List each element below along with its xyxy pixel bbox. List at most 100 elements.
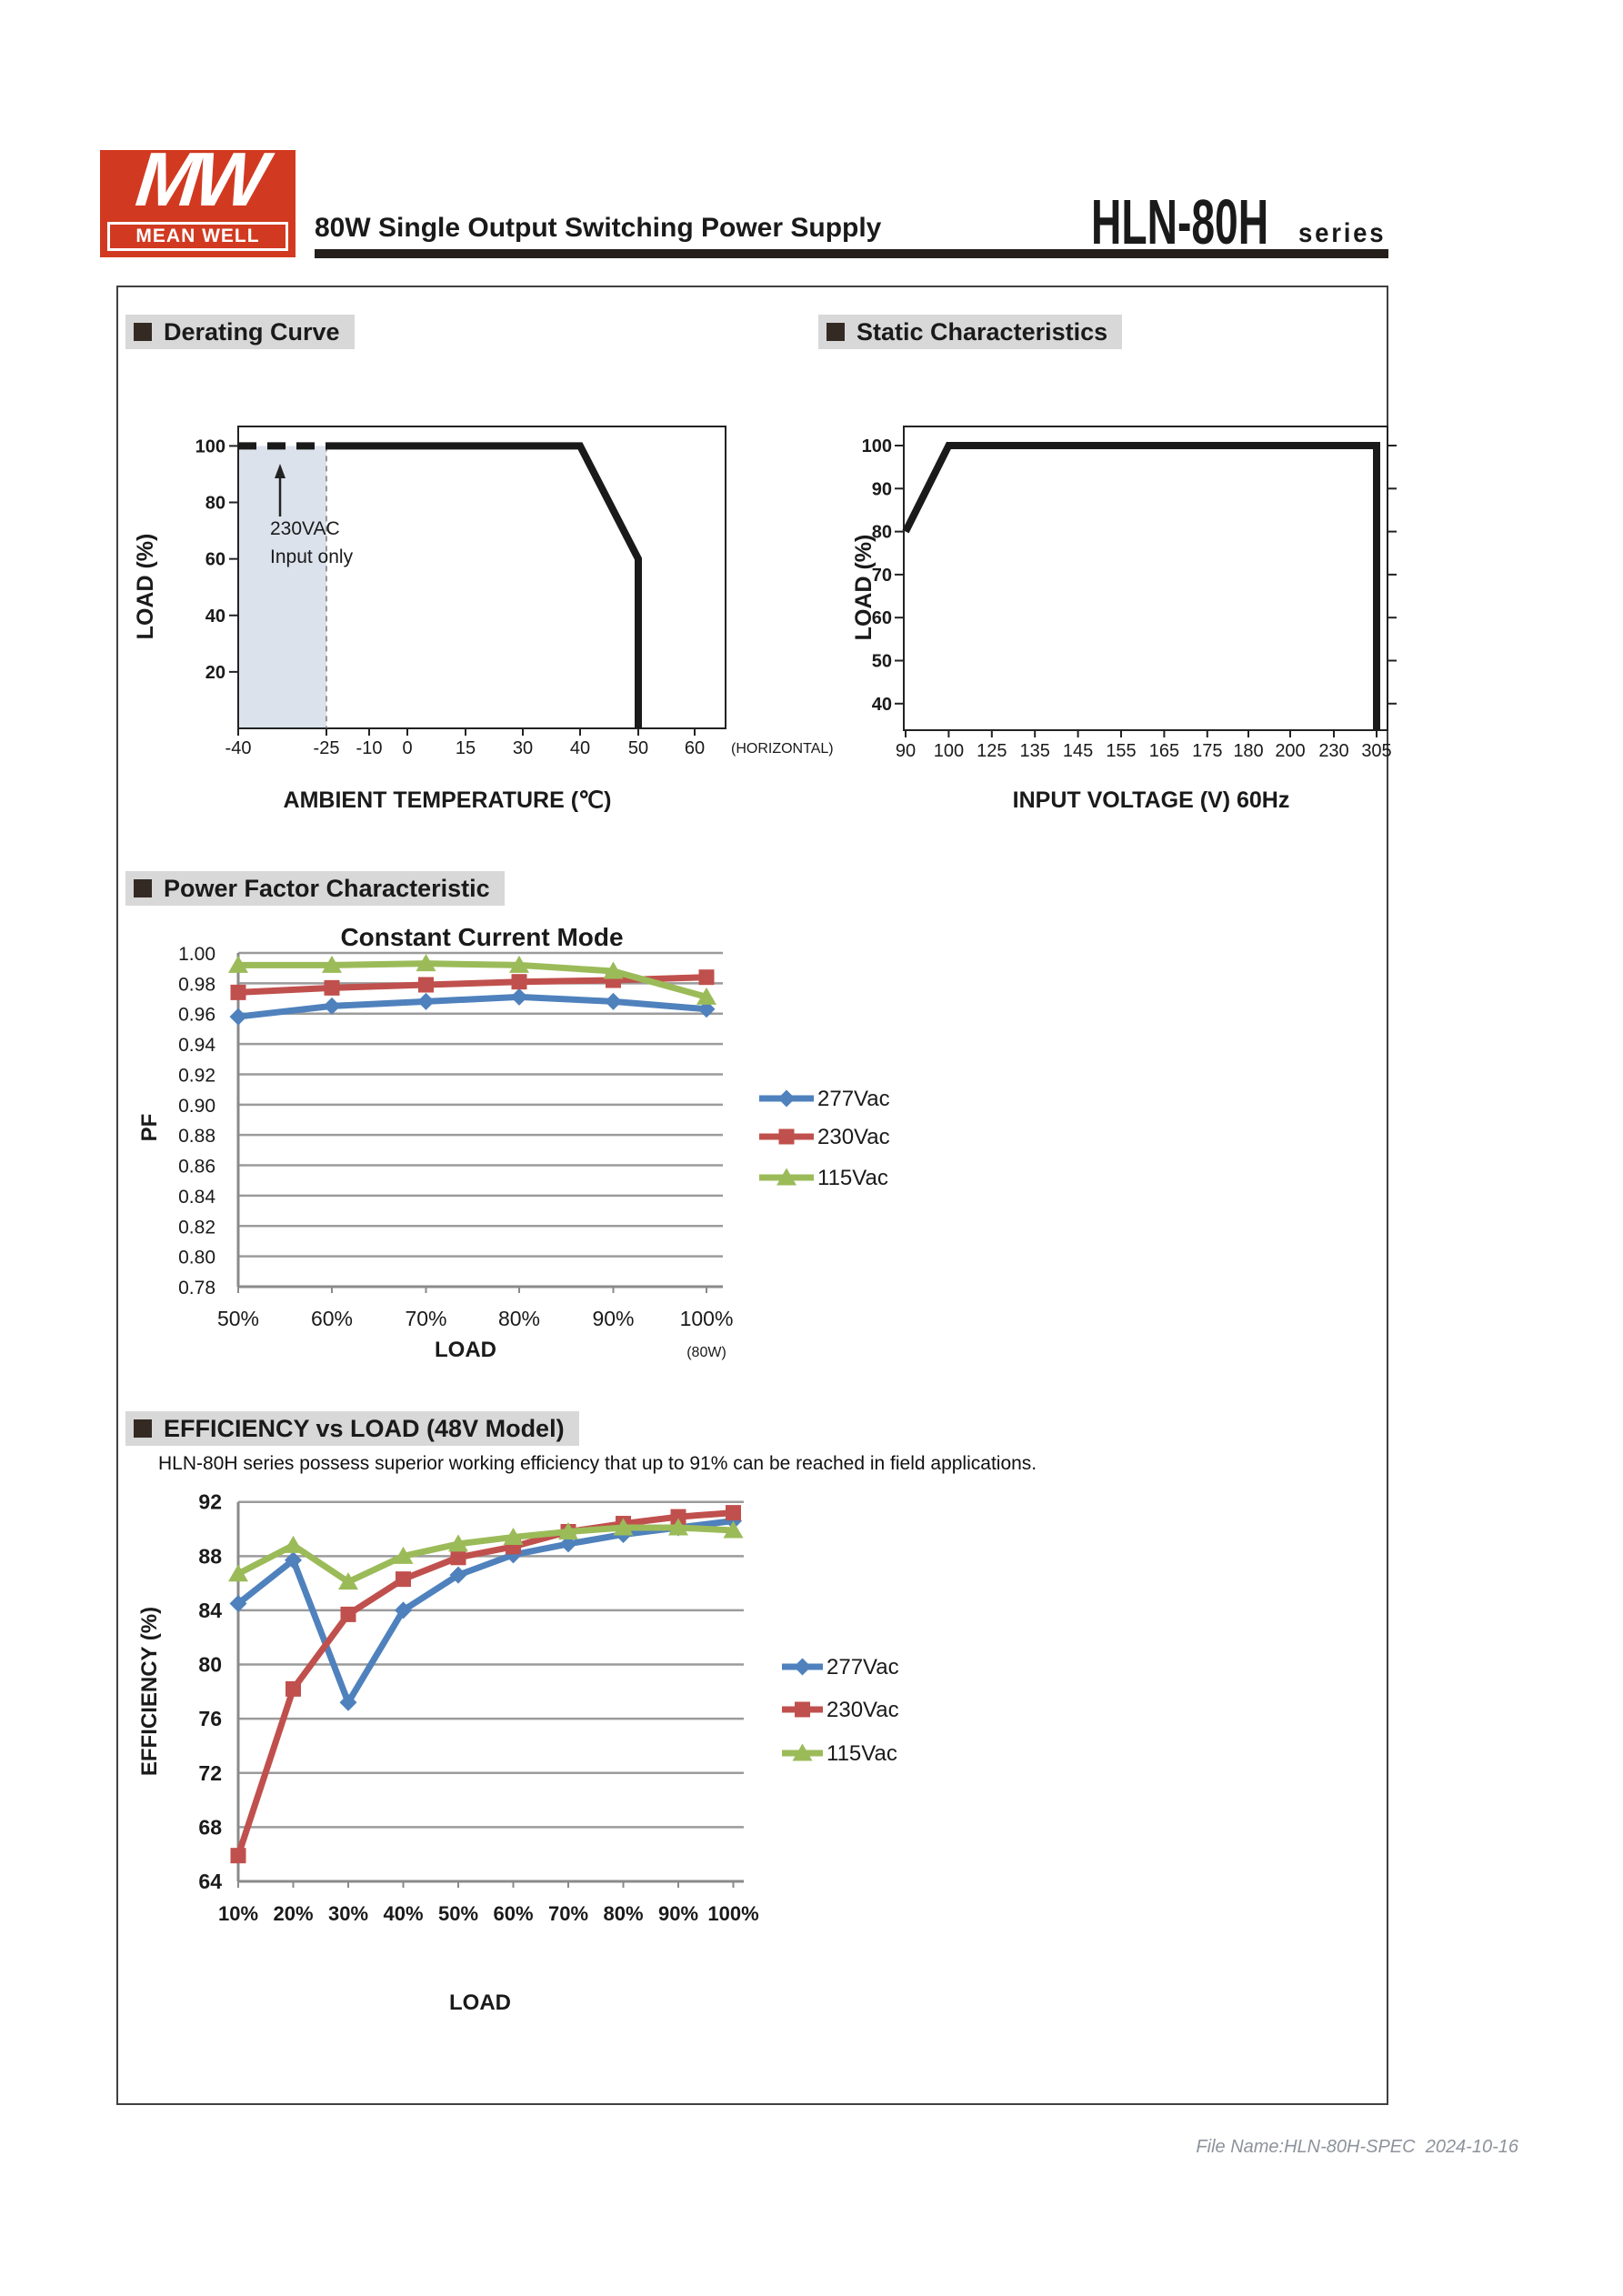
svg-text:0.84: 0.84 [178, 1187, 215, 1208]
svg-text:50%: 50% [217, 1307, 259, 1330]
svg-text:60%: 60% [311, 1307, 353, 1330]
svg-text:230: 230 [1318, 741, 1348, 761]
svg-text:70%: 70% [548, 1902, 588, 1925]
svg-text:0.96: 0.96 [178, 1005, 215, 1026]
page-title: 80W Single Output Switching Power Supply [315, 213, 882, 243]
svg-text:84: 84 [198, 1599, 222, 1622]
svg-text:0.80: 0.80 [178, 1248, 215, 1268]
svg-text:50: 50 [628, 738, 648, 758]
svg-text:100%: 100% [680, 1307, 734, 1330]
svg-text:-10: -10 [356, 738, 383, 758]
svg-text:277Vac: 277Vac [817, 1087, 890, 1111]
svg-text:LOAD: LOAD [449, 1990, 511, 2015]
svg-text:50%: 50% [438, 1902, 478, 1925]
svg-text:30: 30 [513, 738, 533, 758]
svg-text:68: 68 [198, 1815, 222, 1839]
svg-text:0: 0 [402, 738, 412, 758]
svg-text:10%: 10% [218, 1902, 258, 1925]
svg-text:125: 125 [977, 741, 1007, 761]
svg-text:100: 100 [862, 436, 892, 456]
svg-text:(HORIZONTAL): (HORIZONTAL) [731, 741, 834, 757]
svg-text:100: 100 [934, 741, 964, 761]
svg-text:64: 64 [198, 1870, 222, 1893]
svg-text:115Vac: 115Vac [817, 1166, 888, 1190]
svg-text:60: 60 [685, 738, 705, 758]
svg-text:72: 72 [198, 1761, 222, 1785]
power-factor-chart: 1.00 0.98 0.96 0.94 0.92 0.90 0.88 0.86 0.84 0.82… [137, 923, 890, 1362]
section-heading-efficiency: EFFICIENCY vs LOAD (48V Model) [125, 1411, 579, 1446]
section-heading-power-factor: Power Factor Characteristic [125, 871, 505, 906]
efficiency-description: HLN-80H series possess superior working … [158, 1453, 1037, 1474]
svg-text:-25: -25 [314, 738, 340, 758]
svg-text:0.88: 0.88 [178, 1126, 215, 1147]
svg-text:LOAD (%): LOAD (%) [855, 535, 877, 641]
svg-text:INPUT VOLTAGE (V) 60Hz: INPUT VOLTAGE (V) 60Hz [1013, 787, 1290, 813]
svg-text:60: 60 [872, 608, 892, 628]
svg-text:155: 155 [1106, 741, 1136, 761]
svg-text:20: 20 [205, 663, 225, 683]
svg-text:277Vac: 277Vac [827, 1655, 899, 1679]
svg-text:145: 145 [1063, 741, 1093, 761]
svg-text:PF: PF [137, 1114, 162, 1142]
svg-text:(80W): (80W) [686, 1345, 726, 1360]
derating-curve-chart: 20 40 60 80 100 -40 -25 -10 0 15 30 40 50 60 (HORIZONT… [133, 426, 834, 813]
svg-text:90: 90 [896, 741, 916, 761]
svg-text:76: 76 [198, 1707, 222, 1730]
svg-text:0.82: 0.82 [178, 1217, 215, 1238]
svg-text:200: 200 [1275, 741, 1305, 761]
svg-text:90: 90 [872, 479, 892, 499]
svg-text:Constant Current Mode: Constant Current Mode [340, 923, 623, 951]
section-heading-label: EFFICIENCY vs LOAD (48V Model) [164, 1414, 565, 1442]
mw-logo-icon: MW [132, 136, 266, 222]
svg-text:40: 40 [872, 695, 892, 715]
svg-text:60: 60 [205, 550, 225, 570]
svg-text:EFFICIENCY (%): EFFICIENCY (%) [137, 1607, 162, 1776]
svg-text:80%: 80% [603, 1902, 643, 1925]
svg-text:100%: 100% [707, 1902, 758, 1925]
svg-text:92: 92 [198, 1490, 222, 1514]
section-heading-derating: Derating Curve [125, 315, 355, 349]
svg-text:100: 100 [195, 436, 225, 456]
svg-text:20%: 20% [273, 1902, 313, 1925]
efficiency-chart: 92 88 84 80 76 72 68 64 10% 20% 30% 40% 50% 60% 70% 80%… [137, 1490, 899, 2015]
section-bullet-icon [134, 1419, 152, 1438]
svg-text:0.98: 0.98 [178, 974, 215, 995]
svg-text:40%: 40% [383, 1902, 423, 1925]
svg-text:15: 15 [456, 738, 476, 758]
svg-text:Input only: Input only [270, 546, 354, 567]
static-characteristics-chart: 40 50 60 70 80 90 100 90 100 125 135 145 155 165 175 18… [855, 426, 1397, 813]
svg-text:180: 180 [1233, 741, 1263, 761]
svg-text:40: 40 [570, 738, 590, 758]
svg-text:88: 88 [198, 1544, 222, 1568]
svg-text:30%: 30% [328, 1902, 368, 1925]
header-divider [315, 249, 1388, 258]
svg-text:1.00: 1.00 [178, 944, 215, 965]
section-heading-static: Static Characteristics [818, 315, 1123, 349]
section-heading-label: Static Characteristics [857, 317, 1108, 346]
svg-text:135: 135 [1020, 741, 1050, 761]
svg-text:230Vac: 230Vac [817, 1125, 890, 1149]
svg-text:60%: 60% [493, 1902, 533, 1925]
content-frame [116, 286, 1388, 2105]
svg-text:80: 80 [872, 523, 892, 543]
svg-text:165: 165 [1149, 741, 1179, 761]
svg-text:0.92: 0.92 [178, 1065, 215, 1086]
svg-text:0.78: 0.78 [178, 1278, 215, 1298]
svg-text:70%: 70% [405, 1307, 446, 1330]
series-label: series [1298, 218, 1387, 248]
svg-text:0.90: 0.90 [178, 1096, 215, 1117]
svg-text:0.94: 0.94 [178, 1035, 215, 1056]
svg-text:80: 80 [205, 494, 225, 514]
footer-file-info: File Name:HLN-80H-SPEC 2024-10-16 [1196, 2137, 1518, 2157]
svg-text:40: 40 [205, 607, 225, 627]
meanwell-logo: MW MEAN WELL [100, 136, 296, 257]
svg-text:305: 305 [1361, 741, 1391, 761]
svg-text:-40: -40 [225, 738, 252, 758]
section-heading-label: Derating Curve [164, 317, 340, 346]
svg-text:LOAD (%): LOAD (%) [133, 534, 158, 640]
svg-text:50: 50 [872, 652, 892, 672]
section-bullet-icon [134, 323, 152, 341]
svg-text:80: 80 [198, 1653, 222, 1677]
svg-text:230Vac: 230Vac [827, 1698, 899, 1722]
